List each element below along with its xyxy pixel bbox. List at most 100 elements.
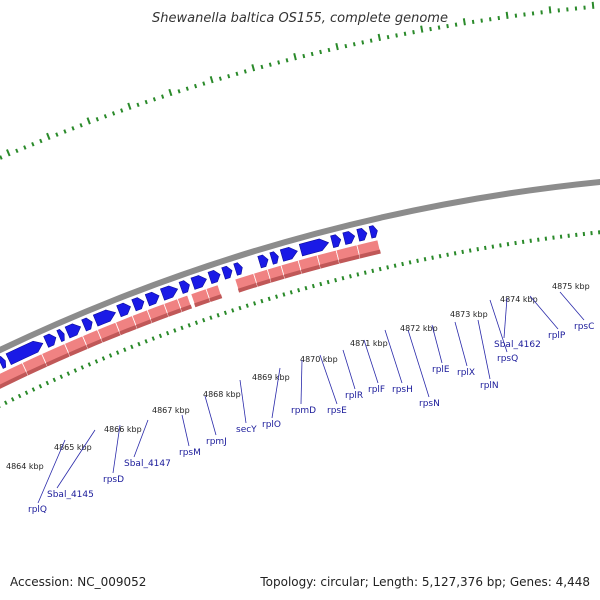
reverse-gene-shade	[135, 319, 153, 329]
forward-gene	[92, 309, 116, 327]
outer-tick	[268, 62, 272, 67]
gene-leader-line	[363, 339, 379, 384]
inner-tick	[544, 236, 548, 241]
forward-gene	[269, 251, 279, 265]
gene-label: rplQ	[28, 505, 47, 515]
kbp-label: 4875 kbp	[552, 282, 590, 291]
inner-tick	[304, 285, 308, 291]
inner-tick	[180, 325, 184, 331]
inner-tick	[187, 323, 191, 328]
inner-tick	[348, 274, 352, 279]
outer-tick	[395, 33, 398, 38]
inner-tick	[506, 242, 510, 247]
outer-tick	[377, 33, 382, 42]
genome-title: Shewanella baltica OS155, complete genom…	[152, 11, 448, 26]
reverse-gene-shade	[26, 362, 48, 376]
inner-tick	[38, 384, 43, 389]
forward-gene	[342, 231, 356, 245]
outer-tick	[103, 114, 108, 119]
inner-tick	[416, 258, 419, 263]
inner-tick	[438, 254, 442, 259]
forward-gene	[368, 225, 378, 239]
outer-tick	[488, 17, 492, 22]
inner-tick	[231, 308, 235, 313]
reverse-gene-shade	[283, 269, 302, 279]
gene-label: rplN	[480, 381, 499, 391]
outer-tick	[209, 76, 214, 84]
outer-tick	[144, 99, 148, 105]
forward-gene	[221, 265, 233, 280]
inner-tick	[10, 397, 15, 402]
inner-tick	[431, 255, 434, 260]
gene-leader-line	[204, 395, 217, 436]
kbp-label: 4872 kbp	[400, 324, 438, 333]
outer-tick	[79, 123, 83, 128]
reverse-gene-shade	[180, 304, 193, 312]
inner-tick-marks	[0, 230, 600, 408]
gene-leader-line	[384, 329, 403, 384]
outer-tick	[235, 71, 239, 77]
gene-leader-line	[300, 359, 303, 405]
inner-tick	[401, 261, 405, 267]
accession-text: Accession: NC_009052	[10, 575, 146, 589]
inner-tick	[453, 251, 457, 256]
forward-gene	[131, 297, 145, 312]
inner-tick	[289, 290, 293, 295]
inner-tick	[491, 244, 495, 249]
outer-tick	[497, 15, 501, 21]
outer-tick	[386, 34, 390, 40]
outer-tick	[285, 58, 289, 63]
kbp-label: 4874 kbp	[500, 295, 538, 304]
outer-tick	[369, 38, 373, 43]
kbp-labels: 4864 kbp 4865 kbp 4866 kbp 4867 kbp 4868 kbp…	[6, 282, 590, 471]
kbp-label: 4866 kbp	[104, 425, 142, 434]
forward-gene	[5, 340, 44, 366]
outer-tick	[352, 42, 356, 47]
outer-tick	[23, 145, 27, 150]
outer-tick	[0, 155, 3, 160]
outer-tick	[218, 76, 222, 81]
inner-tick	[45, 380, 50, 386]
outer-tick	[293, 53, 297, 61]
outer-tick	[194, 83, 198, 89]
reverse-gene-shade	[338, 254, 361, 264]
inner-tick	[408, 260, 412, 265]
inner-tick	[267, 296, 271, 302]
inner-tick	[311, 283, 315, 289]
inner-tick	[223, 310, 228, 316]
reverse-gene-shade	[237, 282, 258, 293]
inner-tick	[393, 263, 397, 268]
outer-tick	[161, 94, 165, 99]
outer-tick-marks	[0, 1, 595, 160]
forward-gene	[356, 227, 368, 242]
inner-tick	[108, 353, 113, 358]
gene-leader-line	[559, 291, 585, 321]
inner-tick	[356, 272, 360, 277]
outer-tick	[310, 51, 314, 57]
inner-tick	[341, 276, 345, 281]
inner-tick	[158, 333, 163, 339]
kbp-label: 4869 kbp	[252, 373, 290, 382]
inner-tick	[363, 270, 367, 275]
gene-label: secY	[236, 425, 257, 435]
inner-tick	[101, 356, 106, 361]
forward-gene	[233, 262, 243, 276]
gene-label: Sbal_4147	[124, 459, 171, 469]
gene-leader-line	[477, 319, 491, 380]
reverse-strand-genes	[0, 239, 382, 390]
inner-tick	[378, 266, 382, 272]
inner-tick	[87, 362, 92, 367]
inner-tick	[4, 400, 8, 405]
kbp-label: 4868 kbp	[203, 390, 241, 399]
outer-tick	[462, 18, 466, 26]
gene-label: rpsH	[392, 385, 413, 395]
reverse-gene-shade	[167, 308, 183, 317]
inner-tick	[137, 341, 141, 347]
gene-leader-line	[431, 324, 443, 364]
inner-tick	[468, 248, 472, 253]
outer-tick	[260, 64, 264, 70]
outer-tick	[412, 30, 415, 35]
inner-tick	[17, 393, 22, 399]
gene-leader-line	[133, 419, 149, 458]
